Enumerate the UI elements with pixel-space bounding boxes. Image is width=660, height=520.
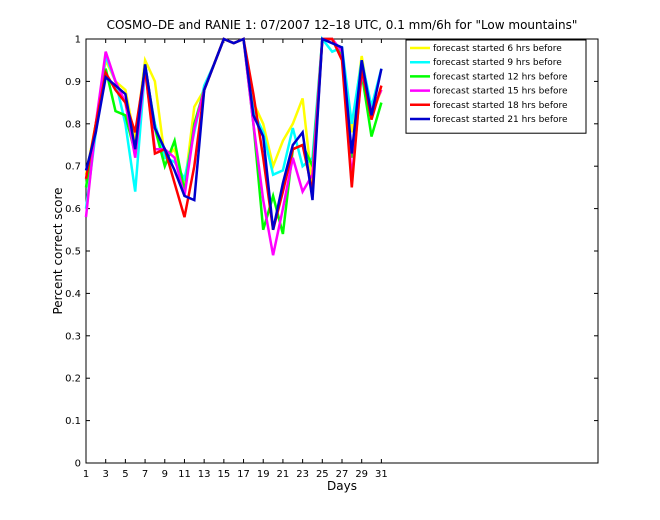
legend-label: forecast started 21 hrs before [433, 115, 568, 125]
legend-label: forecast started 18 hrs before [433, 101, 568, 111]
x-tick-label: 13 [198, 469, 211, 480]
axis-ticks: 1 3 5 7 9 11 13 15 17 19 21 23 25 27 29 3100.10.20.30.4… [65, 35, 598, 480]
series-line-6 [84, 37, 383, 231]
legend-label: forecast started 9 hrs before [433, 58, 562, 68]
x-tick-label: 9 [162, 469, 168, 480]
y-tick-label: 0.4 [65, 289, 81, 300]
legend-label: forecast started 12 hrs before [433, 72, 568, 82]
x-tick-label: 19 [257, 469, 270, 480]
x-tick-label: 11 [178, 469, 191, 480]
y-tick-label: 0.1 [65, 416, 81, 427]
legend-label: forecast started 15 hrs before [433, 87, 568, 97]
chart-title: COSMO–DE and RANIE 1: 07/2007 12–18 UTC,… [107, 18, 578, 32]
legend: forecast started 6 hrs before forecast st… [405, 39, 587, 134]
legend-label: forecast started 6 hrs before [433, 44, 562, 54]
y-tick-label: 0.8 [65, 119, 81, 130]
x-tick-label: 21 [277, 469, 290, 480]
x-tick-label: 7 [142, 469, 148, 480]
legend-box [405, 39, 587, 134]
series-lines [84, 35, 383, 256]
x-tick-label: 5 [122, 469, 128, 480]
x-axis-label: Days [327, 479, 357, 493]
y-tick-label: 0.9 [65, 77, 81, 88]
series-line-4 [84, 37, 383, 256]
x-tick-label: 31 [375, 469, 388, 480]
y-tick-label: 0.5 [65, 247, 81, 258]
x-tick-label: 15 [217, 469, 230, 480]
y-tick-label: 0.2 [65, 374, 81, 385]
y-axis-label: Percent correct score [51, 187, 65, 314]
y-tick-label: 0.7 [65, 162, 81, 173]
y-tick-label: 0.3 [65, 331, 81, 342]
x-tick-label: 17 [237, 469, 250, 480]
y-tick-label: 0.6 [65, 204, 81, 215]
x-tick-label: 27 [336, 469, 349, 480]
x-tick-label: 3 [103, 469, 109, 480]
x-tick-label: 25 [316, 469, 329, 480]
x-tick-label: 23 [296, 469, 309, 480]
x-tick-label: 29 [355, 469, 368, 480]
y-tick-label: 1 [75, 35, 81, 46]
x-tick-label: 1 [83, 469, 89, 480]
y-tick-label: 0 [75, 459, 81, 470]
